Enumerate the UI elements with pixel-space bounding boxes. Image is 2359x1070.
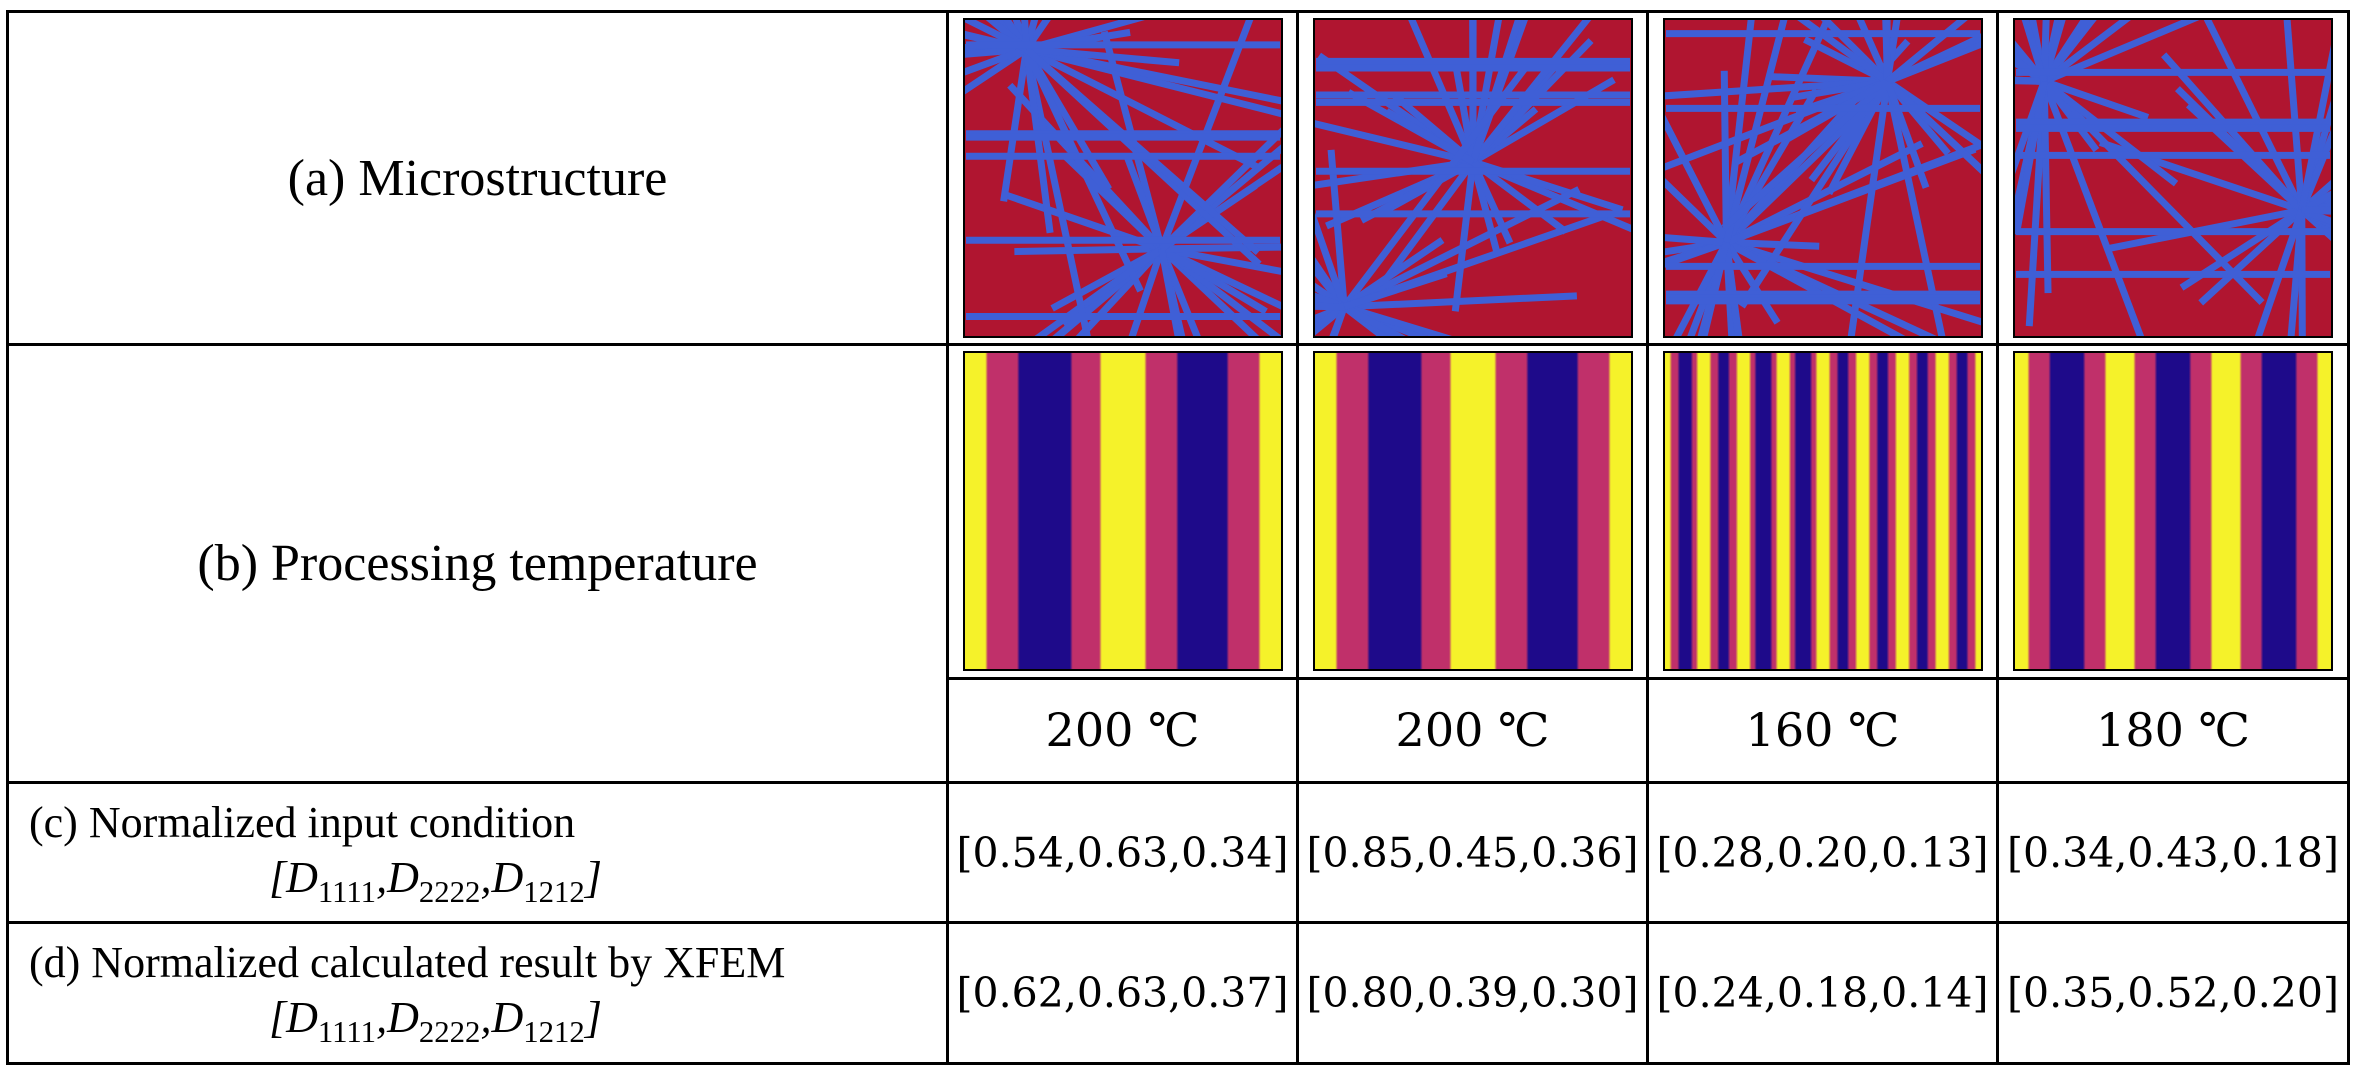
fiber-lines	[1664, 20, 1981, 337]
micro-cell-1	[946, 9, 1299, 347]
temperature-value-2: 200 ℃	[1296, 676, 1649, 784]
tensor-component: D2222	[387, 993, 481, 1049]
row-label-input: (c) Normalized input condition [D1111,D2…	[6, 780, 949, 925]
fiber-lines	[1314, 20, 1631, 337]
tensor-vector-label-c: [D1111,D2222,D1212]	[269, 852, 602, 909]
heat-cell-4	[1996, 343, 2350, 680]
tensor-vector-label-d: [D1111,D2222,D1212]	[269, 993, 602, 1049]
xfem-value-4: [0.35,0.52,0.20]	[1996, 921, 2350, 1065]
results-table: (a) Microstructure (b) Processing temper…	[6, 9, 2350, 1065]
fiber-lines	[964, 20, 1281, 337]
heat-cell-3	[1646, 343, 1999, 680]
micro-cell-4	[1996, 9, 2350, 347]
heat-cell-1	[946, 343, 1299, 680]
temperature-value-3: 160 ℃	[1646, 676, 1999, 784]
heat-cell-2	[1296, 343, 1649, 680]
temperature-field	[2013, 351, 2333, 672]
xfem-value-3: [0.24,0.18,0.14]	[1646, 921, 1999, 1065]
row-temperature-values: 200 ℃ 200 ℃ 160 ℃ 180 ℃	[8, 676, 2350, 784]
temperature-field	[1312, 351, 1633, 672]
temperature-field-image-3	[1662, 351, 1983, 672]
row-label-xfem: (d) Normalized calculated result by XFEM…	[6, 921, 949, 1065]
row-xfem-result: (d) Normalized calculated result by XFEM…	[6, 921, 2350, 1065]
microstructure-image-2	[1312, 18, 1633, 339]
temperature-field-image-4	[2013, 351, 2333, 672]
temperature-field	[1662, 351, 1983, 672]
xfem-value-2: [0.80,0.39,0.30]	[1296, 921, 1649, 1065]
row-input-condition: (c) Normalized input condition [D1111,D2…	[6, 780, 2350, 925]
microstructure-image-3	[1662, 18, 1983, 339]
tensor-component: D1212	[491, 852, 585, 909]
microstructure-image-4	[2013, 18, 2333, 339]
micro-cell-2	[1296, 9, 1649, 347]
temperature-value-1: 200 ℃	[946, 676, 1299, 784]
temperature-field	[962, 351, 1283, 672]
tensor-component: D1111	[286, 852, 377, 909]
micro-cell-3	[1646, 9, 1999, 347]
xfem-value-1: [0.62,0.63,0.37]	[946, 921, 1299, 1065]
row-label-temperature: (b) Processing temperature	[6, 343, 949, 784]
input-value-4: [0.34,0.43,0.18]	[1996, 780, 2350, 925]
row-microstructure: (a) Microstructure	[6, 9, 2350, 347]
fiber-lines	[2015, 20, 2331, 337]
row-label-input-text: (c) Normalized input condition	[29, 797, 576, 847]
temperature-value-4: 180 ℃	[1996, 676, 2350, 784]
microstructure-image-1	[962, 18, 1283, 339]
temperature-field-image-2	[1312, 351, 1633, 672]
tensor-component: D1111	[286, 993, 377, 1049]
temperature-field-image-1	[962, 351, 1283, 672]
tensor-component: D1212	[491, 993, 585, 1049]
row-temperature-field: (b) Processing temperature	[6, 343, 2350, 784]
input-value-3: [0.28,0.20,0.13]	[1646, 780, 1999, 925]
input-value-1: [0.54,0.63,0.34]	[946, 780, 1299, 925]
input-value-2: [0.85,0.45,0.36]	[1296, 780, 1649, 925]
row-label-xfem-text: (d) Normalized calculated result by XFEM	[29, 938, 786, 988]
tensor-component: D2222	[387, 852, 481, 909]
row-label-microstructure: (a) Microstructure	[6, 9, 949, 347]
